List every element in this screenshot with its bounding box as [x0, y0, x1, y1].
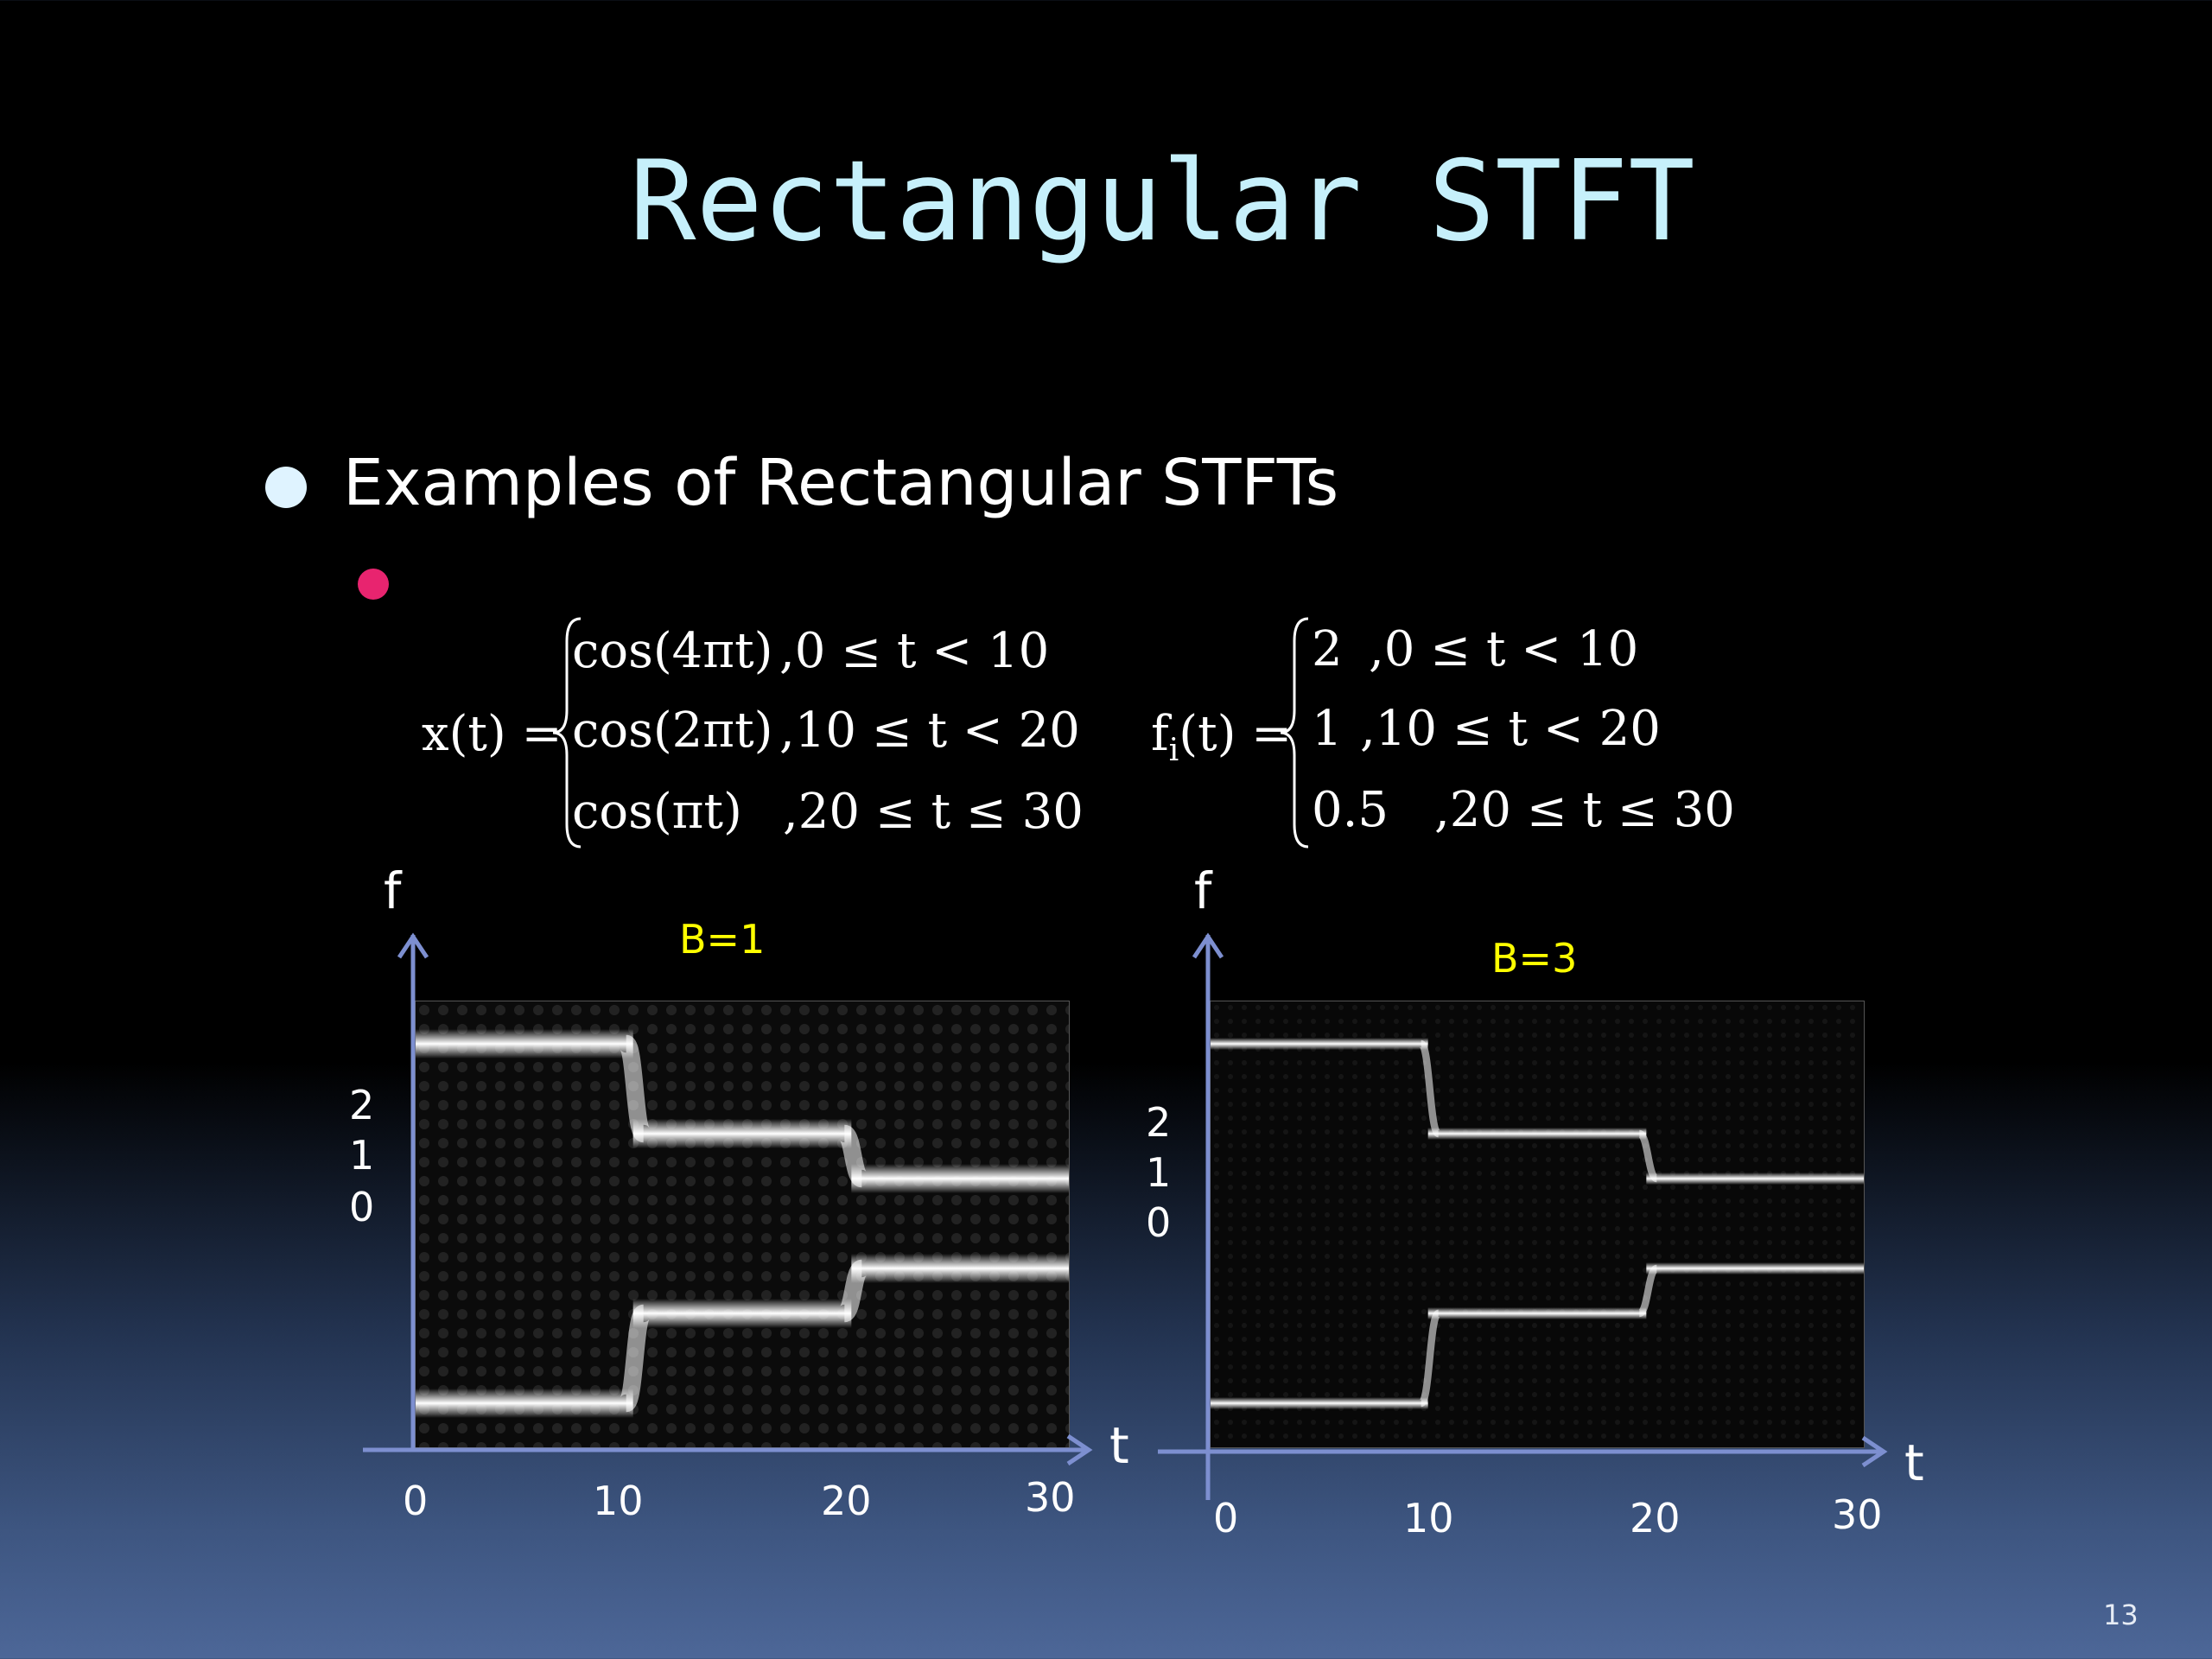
stft-b1-band-seg2-f0	[851, 1164, 1070, 1193]
stft-b3-band-seg1-f1	[1427, 1307, 1647, 1319]
slide-title: Rectangular STFT	[629, 137, 1695, 266]
stft-b3-band-seg1-f0	[1427, 1128, 1647, 1140]
equation-f-case-3-cond: ,20 ≤ t ≤ 30	[1434, 782, 1735, 838]
stft-b1-background	[415, 1001, 1070, 1448]
slide-number: 13	[2103, 1599, 2139, 1631]
equation-f-lhs: fi(t) =	[1151, 710, 1292, 766]
stft-b3-band-seg2-f0	[1646, 1173, 1865, 1185]
sub-bullet-dot	[358, 569, 389, 600]
equation-x-lhs: x(t) =	[422, 706, 563, 762]
equation-f-symbol: f	[1151, 706, 1169, 762]
stft-b3-band-seg0-f1	[1210, 1397, 1428, 1409]
stft-b1-band-seg2-f1	[851, 1254, 1070, 1283]
stft-b3-band-seg0-f0	[1210, 1038, 1428, 1050]
bullet-text: Examples of Rectangular STFTs	[343, 446, 1339, 520]
stft-b3-ylabel: f	[1194, 861, 1212, 920]
stft-b3-ytick-2: 2	[1146, 1099, 1172, 1146]
stft-b1-band-seg0-f0	[415, 1029, 633, 1058]
stft-b1-x-arrow	[1066, 1433, 1093, 1466]
stft-b1-xtick-10: 10	[593, 1478, 644, 1524]
equation-x-case-2-cond: ,10 ≤ t < 20	[779, 702, 1080, 759]
stft-b1-xlabel: t	[1109, 1416, 1129, 1475]
stft-b1-xtick-0: 0	[403, 1478, 429, 1524]
stft-b1-ytick-2: 2	[349, 1082, 375, 1128]
stft-b1-axes	[363, 932, 1093, 1466]
equation-f-case-1-expr: 2	[1312, 621, 1343, 677]
stft-b1-band-seg0-f1	[415, 1389, 633, 1418]
stft-b3-xlabel: t	[1904, 1433, 1924, 1492]
equation-x-case-2-expr: cos(2πt)	[572, 702, 773, 759]
stft-b1-y-arrow	[397, 932, 429, 959]
stft-b1-xtick-30: 30	[1025, 1474, 1076, 1521]
stft-b3-y-arrow	[1192, 932, 1224, 959]
stft-b3-xtick-30: 30	[1832, 1491, 1883, 1538]
equation-f-subscript: i	[1168, 733, 1179, 769]
stft-b3-xtick-10: 10	[1403, 1495, 1454, 1541]
equation-f-case-2-cond: ,10 ≤ t < 20	[1360, 701, 1661, 757]
equation-f-brace	[1280, 617, 1309, 849]
equation-f-case-3-expr: 0.5	[1312, 782, 1389, 838]
stft-b3-ytick-0: 0	[1146, 1199, 1172, 1246]
stft-b3-x-arrow	[1861, 1435, 1888, 1468]
stft-b3-xtick-0: 0	[1213, 1495, 1239, 1541]
stft-b3-xtick-20: 20	[1630, 1495, 1681, 1541]
equation-x-case-1-expr: cos(4πt)	[572, 623, 773, 679]
stft-b1-ytick-1: 1	[349, 1132, 375, 1179]
equation-f-tail: (t) =	[1179, 706, 1293, 762]
stft-b1-xtick-20: 20	[821, 1478, 872, 1524]
equation-x-case-3-expr: cos(πt)	[572, 784, 742, 840]
stft-b1-band-seg1-f0	[632, 1119, 852, 1148]
equation-x-case-1-cond: ,0 ≤ t < 10	[779, 623, 1050, 679]
stft-b3-axes	[1158, 932, 1888, 1500]
stft-b3-spectrogram	[1210, 1001, 1865, 1448]
equation-x-brace	[552, 617, 582, 849]
stft-b3-ytick-1: 1	[1146, 1149, 1172, 1196]
equation-f-case-2-expr: 1	[1312, 701, 1343, 757]
bullet-dot	[265, 467, 307, 508]
equation-f-case-1-cond: ,0 ≤ t < 10	[1369, 621, 1639, 677]
stft-b3-band-seg2-f1	[1646, 1262, 1865, 1274]
stft-b3-background	[1210, 1001, 1865, 1448]
stft-b3-label: B=3	[1491, 935, 1578, 982]
stft-b1-band-seg1-f1	[632, 1299, 852, 1328]
stft-b1-spectrogram	[415, 1001, 1070, 1448]
stft-b1-ytick-0: 0	[349, 1184, 375, 1230]
equation-x-case-3-cond: ,20 ≤ t ≤ 30	[783, 784, 1084, 840]
stft-b1-ylabel: f	[384, 861, 402, 920]
stft-b1-label: B=1	[679, 916, 766, 963]
